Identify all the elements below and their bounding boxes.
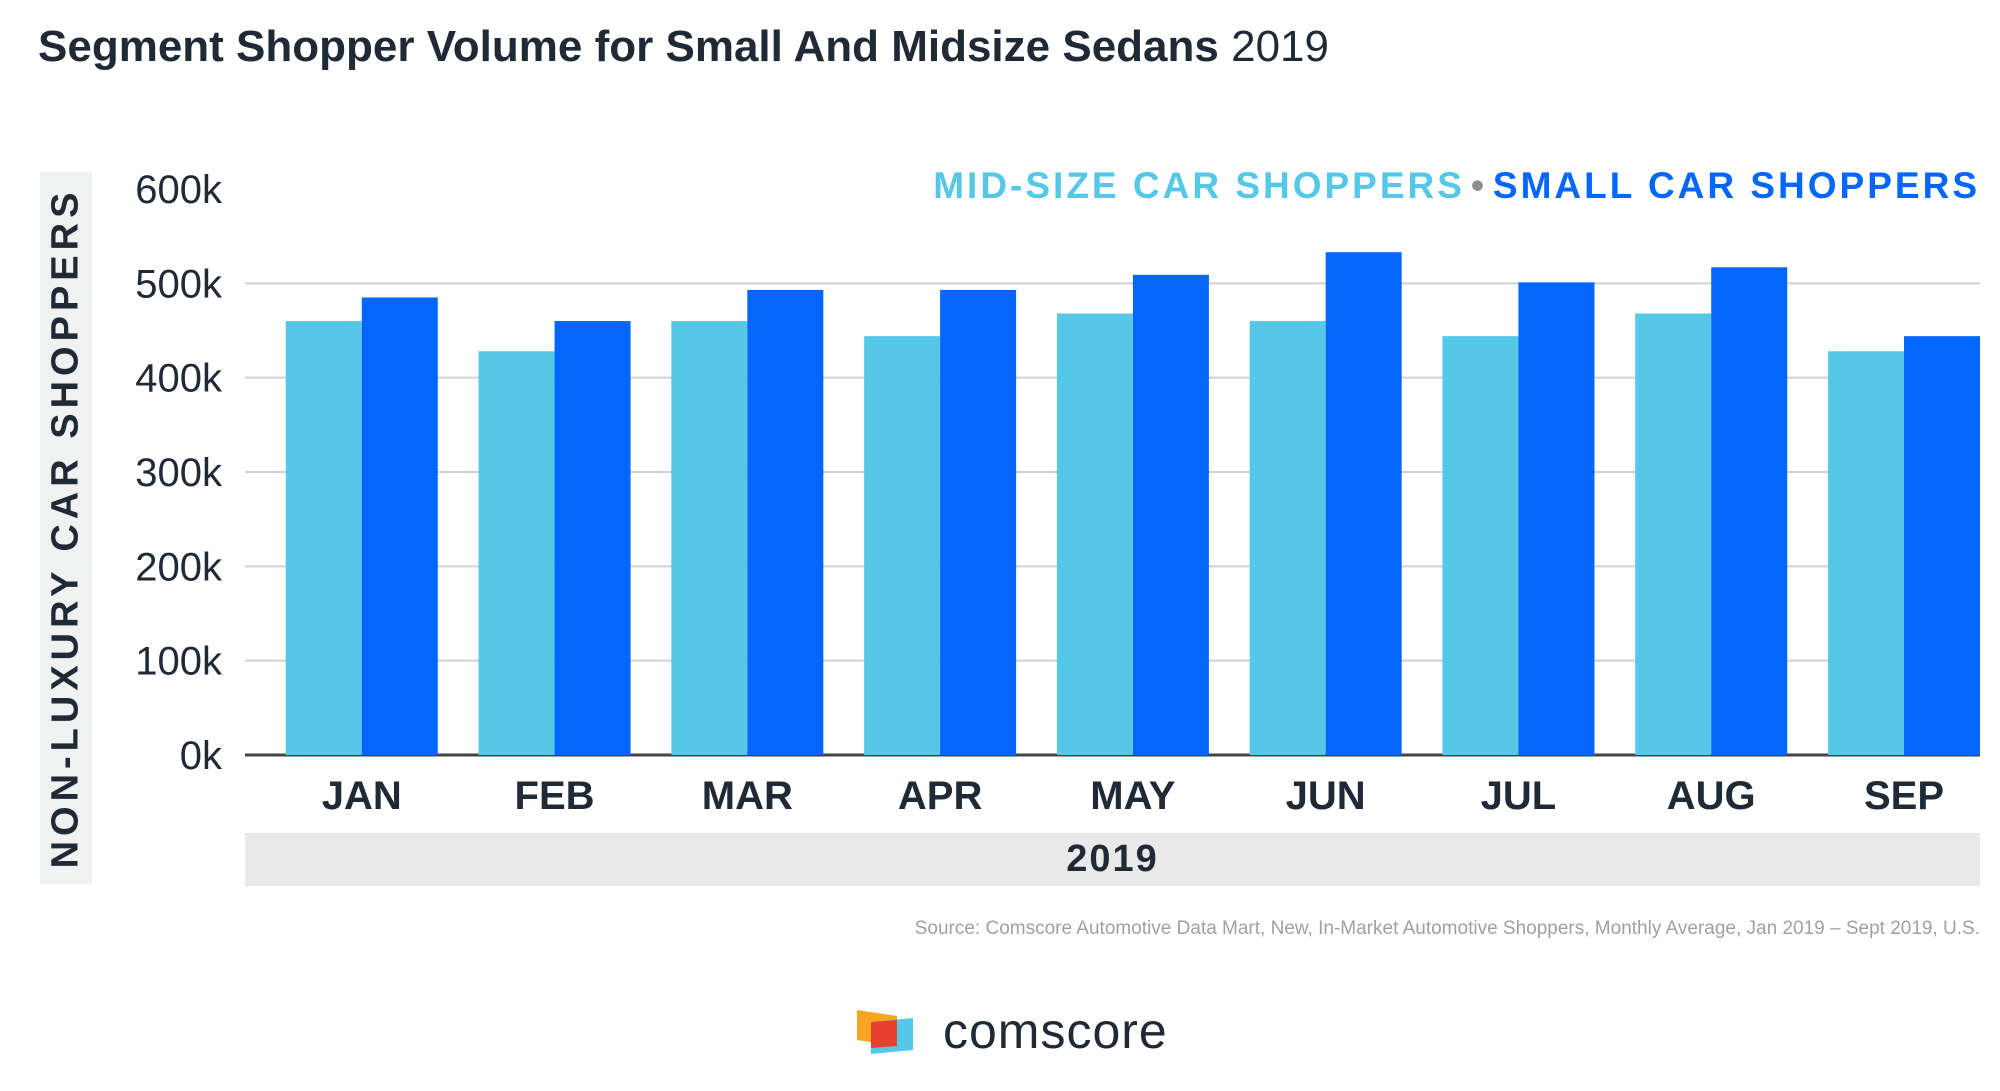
legend-item-small: SMALL CAR SHOPPERS xyxy=(1492,165,1980,206)
bar-midsize-jun xyxy=(1249,321,1326,755)
x-tick-label: JAN xyxy=(322,774,402,818)
y-tick-label: 500k xyxy=(135,262,223,306)
bar-midsize-apr xyxy=(864,336,941,755)
bar-small-jul xyxy=(1518,282,1595,755)
chart-title: Segment Shopper Volume for Small And Mid… xyxy=(38,22,1329,72)
bar-small-may xyxy=(1132,274,1209,755)
bar-small-mar xyxy=(747,289,824,755)
x-tick-label: APR xyxy=(898,774,983,818)
bar-small-feb xyxy=(554,321,631,755)
y-tick-label: 100k xyxy=(135,640,223,684)
y-tick-label: 200k xyxy=(135,545,223,589)
comscore-logo-icon xyxy=(857,1010,913,1054)
x-tick-label: SEP xyxy=(1864,774,1944,818)
x-tick-label: MAR xyxy=(702,774,793,818)
y-tick-label: 0k xyxy=(180,734,223,778)
bar-midsize-jul xyxy=(1442,336,1519,755)
bar-midsize-aug xyxy=(1635,313,1712,755)
bar-midsize-may xyxy=(1056,313,1133,755)
legend-item-midsize: MID-SIZE CAR SHOPPERS xyxy=(933,165,1465,206)
bar-small-apr xyxy=(940,289,1017,755)
chart-title-year: 2019 xyxy=(1231,22,1329,71)
comscore-logo-text: comscore xyxy=(943,1003,1168,1059)
bar-midsize-mar xyxy=(671,321,748,755)
x-tick-label: FEB xyxy=(515,774,595,818)
y-axis-label-panel: NON-LUXURY CAR SHOPPERS xyxy=(40,172,92,884)
x-tick-label: AUG xyxy=(1667,774,1756,818)
bar-midsize-sep xyxy=(1828,351,1904,755)
bar-midsize-jan xyxy=(285,321,362,755)
y-tick-label: 600k xyxy=(135,168,223,212)
x-axis-ticks: JAN FEB MAR APR MAY JUN JUL AUG SEP xyxy=(322,774,1944,818)
bar-small-jan xyxy=(361,297,438,755)
x-tick-label: JUL xyxy=(1481,774,1557,818)
legend-separator: • xyxy=(1470,165,1487,206)
bar-small-jun xyxy=(1325,252,1402,755)
y-tick-label: 300k xyxy=(135,451,223,495)
bar-small-sep xyxy=(1904,336,1980,755)
source-note: Source: Comscore Automotive Data Mart, N… xyxy=(914,918,1980,939)
bar-small-aug xyxy=(1711,267,1788,755)
bars xyxy=(285,252,1980,755)
bar-midsize-feb xyxy=(478,351,555,755)
y-axis-ticks: 0k 100k 200k 300k 400k 500k 600k xyxy=(135,168,223,778)
y-tick-label: 400k xyxy=(135,357,223,401)
x-tick-label: MAY xyxy=(1090,774,1176,818)
x-axis-group-label: 2019 xyxy=(245,833,1980,886)
legend: MID-SIZE CAR SHOPPERS • SMALL CAR SHOPPERS xyxy=(933,165,1980,207)
x-tick-label: JUN xyxy=(1286,774,1366,818)
chart-title-main: Segment Shopper Volume for Small And Mid… xyxy=(38,22,1219,71)
bar-chart: 0k 100k 200k 300k 400k 500k 600k JAN FEB MAR APR M… xyxy=(135,168,1980,818)
